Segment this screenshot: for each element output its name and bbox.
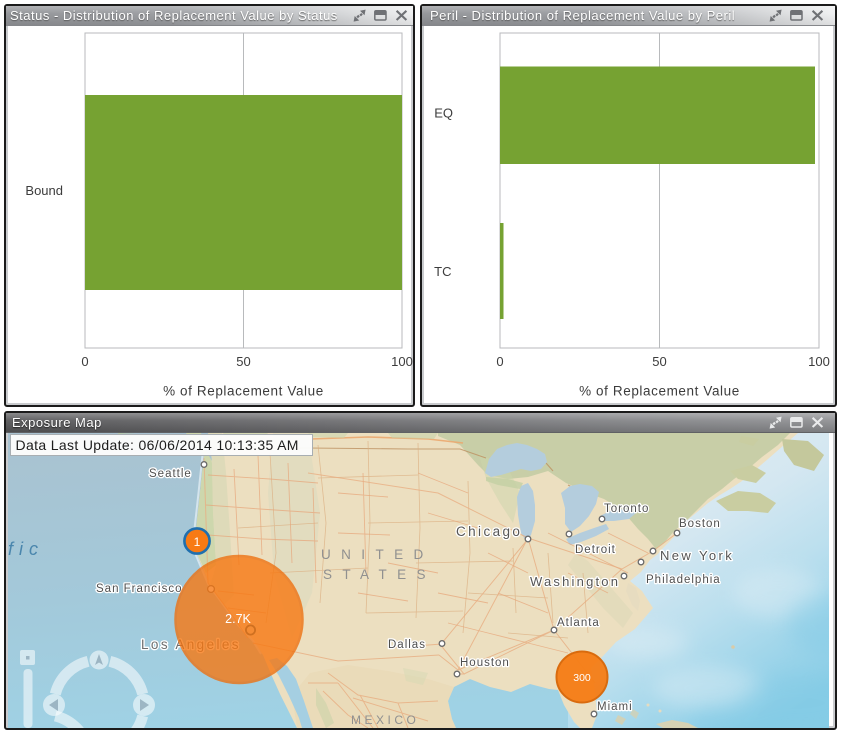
svg-text:EQ: EQ: [434, 106, 453, 121]
svg-text:Atlanta: Atlanta: [557, 617, 600, 629]
svg-text:Dallas: Dallas: [388, 639, 426, 651]
svg-text:Toronto: Toronto: [604, 503, 649, 515]
svg-text:Boston: Boston: [679, 518, 721, 530]
svg-text:2.7K: 2.7K: [225, 612, 251, 626]
svg-text:100: 100: [391, 354, 413, 369]
svg-text:1: 1: [194, 535, 201, 549]
svg-text:TC: TC: [434, 264, 451, 279]
svg-text:Bound: Bound: [25, 183, 63, 198]
svg-text:% of Replacement Value: % of Replacement Value: [163, 384, 324, 399]
svg-text:MEXICO: MEXICO: [351, 713, 419, 727]
svg-text:300: 300: [573, 672, 591, 684]
svg-text:100: 100: [808, 354, 830, 369]
svg-text:50: 50: [652, 354, 666, 369]
svg-text:Washington: Washington: [530, 574, 620, 589]
svg-text:Seattle: Seattle: [149, 468, 192, 480]
svg-text:UNITED: UNITED: [321, 547, 434, 562]
svg-text:Houston: Houston: [460, 657, 510, 669]
svg-text:STATES: STATES: [323, 567, 436, 582]
svg-text:New York: New York: [660, 548, 734, 563]
svg-text:Miami: Miami: [597, 701, 633, 713]
svg-text:Chicago: Chicago: [456, 524, 522, 539]
svg-text:San Francisco: San Francisco: [96, 583, 183, 595]
svg-text:% of Replacement Value: % of Replacement Value: [579, 384, 740, 399]
svg-text:0: 0: [81, 354, 88, 369]
svg-text:fic: fic: [8, 539, 44, 559]
svg-text:50: 50: [236, 354, 250, 369]
svg-text:0: 0: [496, 354, 503, 369]
svg-text:Philadelphia: Philadelphia: [646, 574, 721, 586]
svg-text:Detroit: Detroit: [575, 544, 616, 556]
